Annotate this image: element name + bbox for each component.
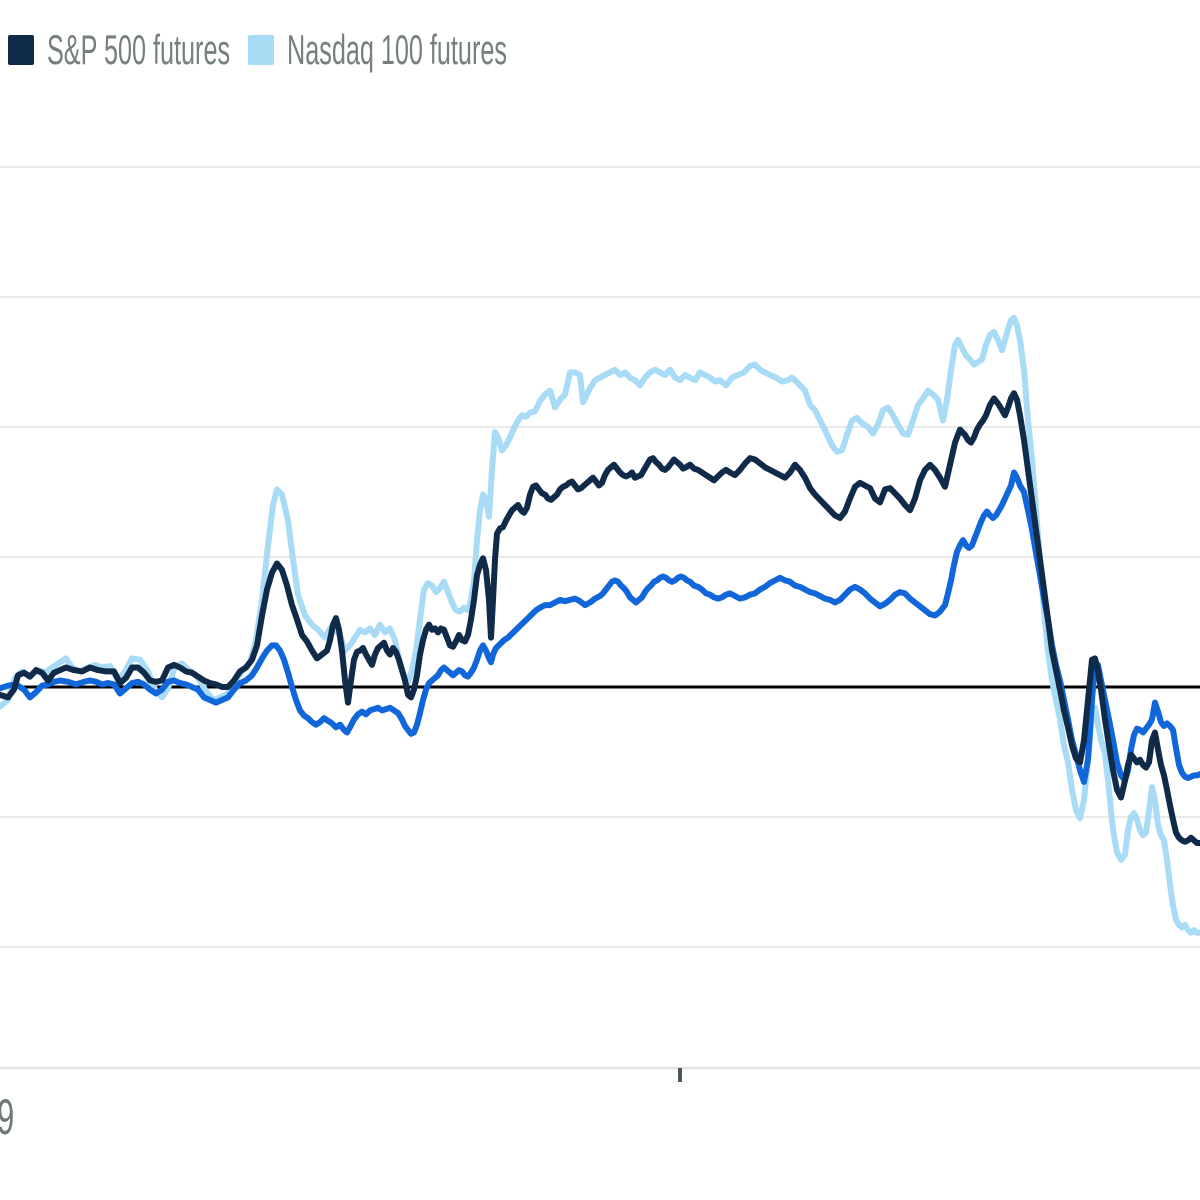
legend-swatch-nasdaq xyxy=(248,35,274,65)
legend-swatch-sp500 xyxy=(8,35,34,65)
legend-label-nasdaq: Nasdaq 100 futures xyxy=(287,26,507,73)
x-axis-tick-label: 9 xyxy=(0,1092,14,1142)
legend-label-sp500: S&P 500 futures xyxy=(47,26,231,73)
legend-item-sp500-futures: S&P 500 futures xyxy=(8,26,352,73)
series-line-nasdaq-100-futures xyxy=(0,314,1200,936)
legend-item-nasdaq-futures: Nasdaq 100 futures xyxy=(248,26,654,73)
series-line-s-p-500-futures xyxy=(0,390,1200,846)
chart-legend: S&P 500 futures Nasdaq 100 futures xyxy=(0,26,1200,73)
series-line-unlabeled-1 xyxy=(0,469,1200,785)
